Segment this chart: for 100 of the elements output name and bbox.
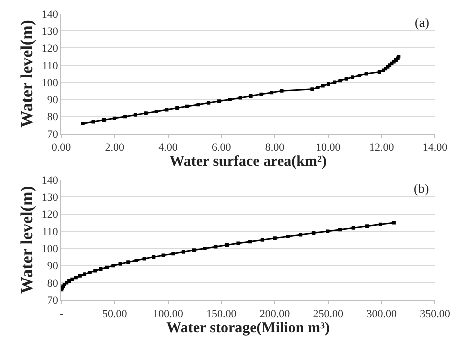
point: [358, 74, 362, 78]
point: [182, 250, 186, 254]
point: [99, 268, 103, 272]
x-tick-label: 8.00: [265, 142, 286, 154]
point: [192, 248, 196, 252]
point: [124, 115, 128, 119]
point: [321, 84, 325, 88]
point: [78, 274, 82, 278]
x-tick-label: -: [60, 308, 64, 320]
y-tick-label: 130: [42, 26, 59, 38]
x-tick-label: 300.00: [366, 308, 398, 320]
point: [203, 246, 207, 250]
point: [207, 101, 211, 105]
point: [338, 228, 342, 232]
point: [286, 234, 290, 238]
point: [273, 236, 277, 240]
point: [112, 116, 116, 120]
point: [260, 92, 264, 96]
x-axis-title: Water surface area(km²): [170, 154, 327, 170]
point: [154, 110, 158, 114]
point: [350, 76, 354, 80]
point: [81, 122, 85, 126]
x-tick-label: 14.00: [422, 142, 448, 154]
x-tick-label: 6.00: [212, 142, 232, 154]
point: [92, 120, 96, 124]
point: [326, 230, 330, 234]
point: [378, 222, 382, 226]
y-axis-title: Water level(m): [17, 20, 36, 128]
y-tick-label: 140: [42, 8, 59, 21]
point: [310, 88, 314, 92]
point: [392, 221, 396, 225]
point: [316, 86, 320, 90]
point: [165, 108, 169, 112]
point: [185, 104, 189, 108]
point: [344, 77, 348, 81]
point: [134, 258, 138, 262]
point: [88, 270, 92, 274]
y-tick-label: 90: [47, 260, 59, 273]
x-tick-label: 250.00: [313, 308, 344, 320]
point: [152, 256, 156, 260]
x-tick-label: 12.00: [369, 142, 395, 154]
x-tick-label: 0.00: [52, 142, 72, 154]
point: [249, 94, 253, 98]
y-tick-label: 140: [42, 174, 59, 187]
y-tick-label: 110: [42, 60, 59, 72]
y-axis-title: Water level(m): [17, 186, 36, 294]
point: [218, 100, 222, 104]
point: [366, 224, 370, 228]
point: [70, 278, 74, 282]
y-tick-label: 70: [47, 128, 59, 141]
annotation: (b): [414, 181, 430, 196]
point: [214, 245, 218, 249]
x-tick-label: 100.00: [153, 308, 184, 320]
point: [333, 80, 337, 84]
y-tick-label: 100: [42, 77, 59, 90]
point: [280, 89, 284, 93]
point: [74, 276, 78, 280]
y-tick-label: 120: [42, 43, 59, 56]
x-tick-label: 200.00: [260, 308, 291, 320]
point: [172, 252, 176, 256]
x-tick-label: 350.00: [420, 308, 451, 320]
annotation: (a): [415, 15, 430, 30]
point: [162, 254, 166, 258]
y-tick-label: 70: [47, 295, 59, 308]
point: [144, 112, 148, 116]
point: [196, 103, 200, 107]
y-tick-label: 120: [42, 209, 59, 222]
point: [142, 257, 146, 261]
point: [112, 264, 116, 268]
y-tick-label: 90: [47, 94, 59, 107]
point: [68, 280, 72, 284]
point: [270, 91, 274, 95]
point: [83, 272, 87, 276]
point: [126, 260, 130, 264]
point: [248, 240, 252, 244]
point: [94, 269, 98, 273]
point: [338, 79, 342, 83]
point: [352, 226, 356, 230]
x-axis-title: Water storage(Milion m³): [166, 320, 330, 336]
point: [236, 242, 240, 246]
point: [238, 96, 242, 100]
point: [228, 98, 232, 102]
x-tick-label: 50.00: [102, 308, 128, 320]
y-tick-label: 130: [42, 192, 59, 204]
point: [118, 262, 122, 266]
point: [176, 106, 180, 110]
point: [326, 82, 330, 86]
y-tick-label: 80: [47, 278, 59, 290]
point: [225, 244, 229, 248]
x-tick-label: 4.00: [158, 142, 178, 154]
point: [134, 113, 138, 117]
point: [312, 232, 316, 236]
x-tick-label: 2.00: [105, 142, 126, 154]
point: [378, 70, 382, 74]
x-tick-label: 150.00: [206, 308, 238, 320]
point: [299, 233, 303, 237]
y-tick-label: 110: [42, 226, 59, 238]
y-tick-label: 80: [47, 112, 59, 124]
point: [105, 266, 109, 270]
point: [102, 118, 106, 122]
